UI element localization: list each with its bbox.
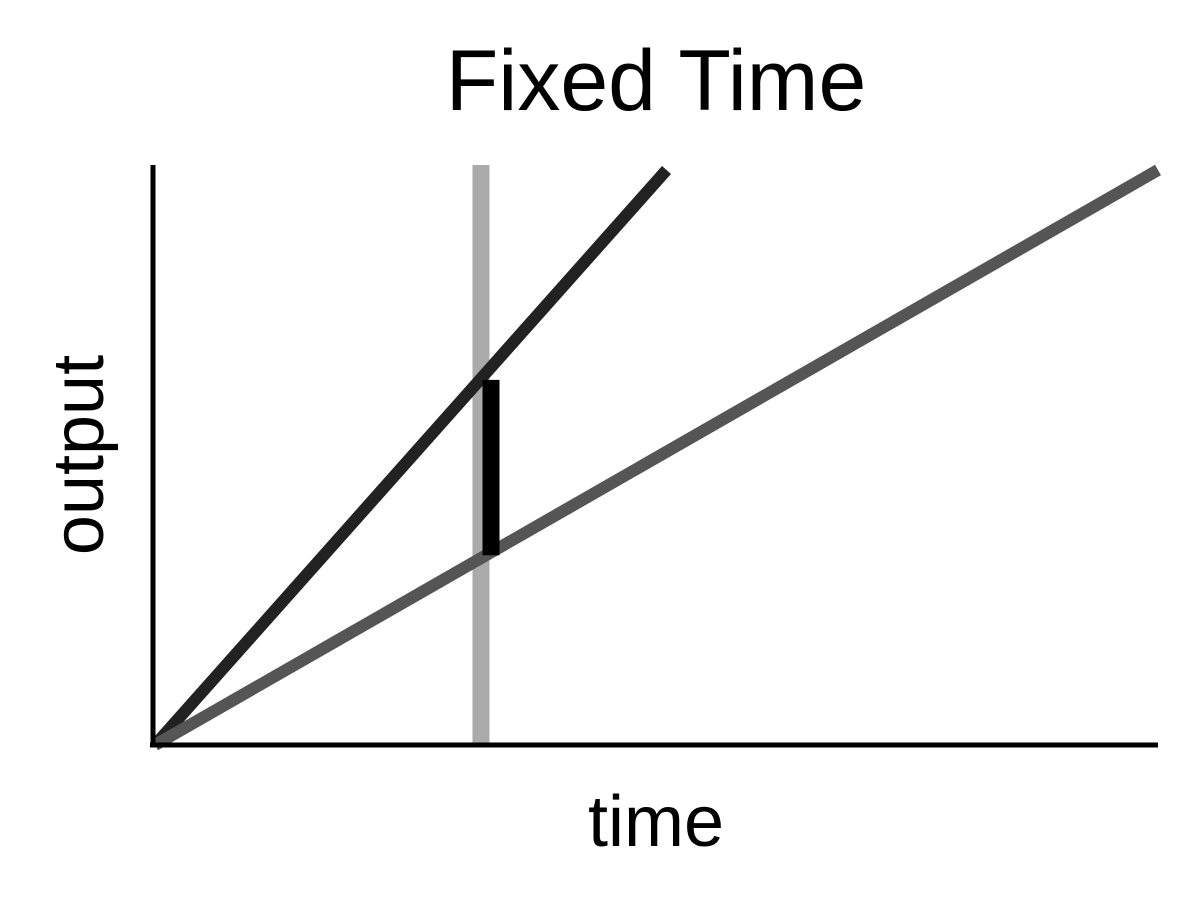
series-line-2 xyxy=(152,164,1161,751)
x-axis-label: time xyxy=(588,782,724,862)
plot-area xyxy=(150,164,1161,751)
chart-title: Fixed Time xyxy=(446,33,867,129)
y-axis-label: output xyxy=(39,355,119,555)
series-line-1 xyxy=(150,166,672,749)
